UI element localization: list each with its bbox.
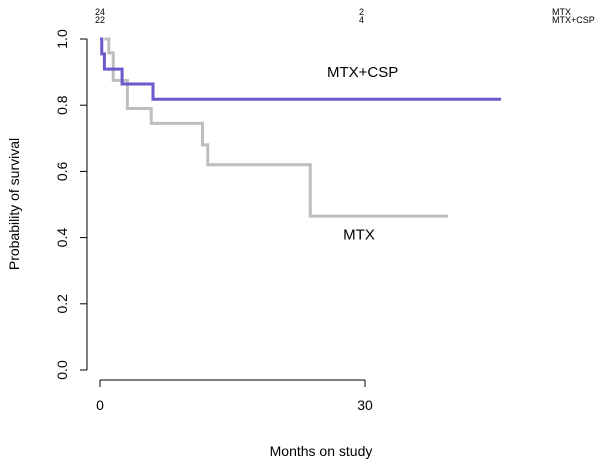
y-axis-title: Probability of survival bbox=[6, 138, 22, 270]
risk-table: 24 2 MTX 22 4 MTX+CSP bbox=[95, 7, 595, 25]
x-axis-title: Months on study bbox=[270, 443, 373, 459]
x-tick-label: 30 bbox=[357, 397, 373, 413]
risk-count-mtx-t0: 24 bbox=[95, 7, 105, 17]
y-axis: 0.0 0.2 0.4 0.6 0.8 1.0 bbox=[54, 29, 88, 380]
risk-count-mtxcsp-t30: 4 bbox=[359, 15, 364, 25]
y-tick-label: 0.8 bbox=[54, 95, 70, 115]
x-tick-label: 0 bbox=[96, 397, 104, 413]
risk-group-mtxcsp: MTX+CSP bbox=[552, 15, 595, 25]
risk-count-mtxcsp-t0: 22 bbox=[95, 15, 105, 25]
annotation-mtx: MTX bbox=[343, 226, 375, 243]
series-line-mtx bbox=[104, 37, 449, 218]
y-tick-label: 0.2 bbox=[54, 294, 70, 314]
series-line-mtx-csp bbox=[100, 37, 502, 101]
annotation-mtx-csp: MTX+CSP bbox=[327, 64, 398, 81]
y-tick-label: 0.0 bbox=[54, 360, 70, 380]
x-axis: 0 30 bbox=[96, 379, 373, 413]
y-tick-label: 0.4 bbox=[54, 228, 70, 248]
risk-count-mtx-t30: 2 bbox=[359, 7, 364, 17]
y-tick-label: 0.6 bbox=[54, 161, 70, 181]
series-layer bbox=[100, 37, 502, 218]
y-tick-label: 1.0 bbox=[54, 29, 70, 49]
risk-group-mtx: MTX bbox=[552, 7, 571, 17]
